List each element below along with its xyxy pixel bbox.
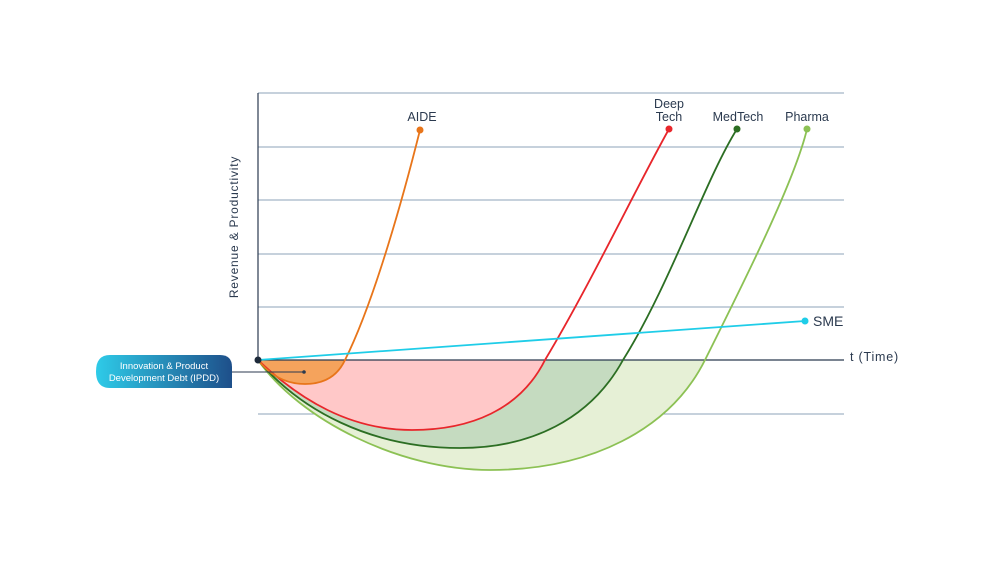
origin-point xyxy=(254,356,262,364)
aide-curve xyxy=(257,129,421,385)
deeptech-curve xyxy=(257,128,670,431)
y-axis-label: Revenue & Productivity xyxy=(227,156,241,298)
x-axis-label: t (Time) xyxy=(850,350,899,364)
medtech-curve xyxy=(257,128,738,449)
aide-label: AIDE xyxy=(407,110,436,124)
sme-label: SME xyxy=(813,313,843,329)
pharma-label: Pharma xyxy=(785,110,829,124)
pharma-curve xyxy=(257,128,808,471)
sme-line xyxy=(257,320,806,361)
medtech-marker xyxy=(733,125,741,133)
pharma-marker xyxy=(803,125,811,133)
ipdd-badge-shape xyxy=(96,355,232,388)
ipdd-badge-line2: Development Debt (IPDD) xyxy=(109,373,219,384)
medtech-label: MedTech xyxy=(713,110,764,124)
ipdd-badge: Innovation & Product Development Debt (I… xyxy=(96,355,232,388)
ipdd-badge-line1: Innovation & Product xyxy=(120,361,209,372)
deeptech-label-line1: Deep xyxy=(654,97,684,111)
deeptech-label-line2: Tech xyxy=(656,110,682,124)
sme-marker xyxy=(801,317,809,325)
ipdd-connector-dot xyxy=(302,370,306,374)
aide-marker xyxy=(416,126,424,134)
deeptech-marker xyxy=(665,125,673,133)
